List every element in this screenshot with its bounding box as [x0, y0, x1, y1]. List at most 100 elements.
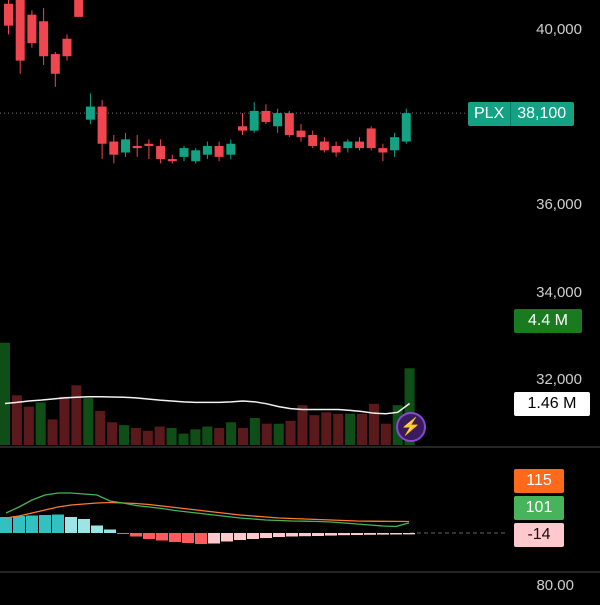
price-tick-36000: 36,000 — [536, 196, 582, 213]
candle — [238, 126, 247, 131]
volume-bar — [357, 413, 367, 445]
macd-histogram-bar — [351, 533, 363, 535]
candle — [355, 141, 364, 149]
candle — [214, 145, 224, 157]
candle — [343, 141, 353, 149]
macd-histogram-bar — [52, 514, 64, 533]
volume-bar — [0, 342, 10, 445]
volume-ma-line — [4, 395, 411, 415]
volume-bar — [130, 427, 141, 445]
volume-bar — [226, 422, 237, 445]
volume-bar — [333, 413, 344, 445]
price-tick-40000: 40,000 — [536, 21, 582, 38]
candle — [191, 150, 201, 162]
volume-bar — [238, 427, 248, 445]
candle — [4, 3, 13, 26]
macd-histogram-bar — [247, 533, 259, 539]
volume-bar — [71, 385, 82, 445]
candle — [179, 148, 189, 157]
macd-signal-line — [5, 501, 410, 523]
volume-bar — [23, 406, 34, 445]
volume-bar — [190, 429, 201, 445]
macd-histogram-bar — [273, 533, 285, 537]
candle — [284, 113, 294, 135]
volume-bar — [119, 425, 129, 445]
candle — [109, 141, 119, 155]
candle — [39, 21, 49, 57]
volume-bar — [368, 403, 379, 445]
macd-histogram-bar — [0, 517, 12, 533]
macd-histogram-bar — [130, 533, 142, 537]
volume-bar — [178, 433, 189, 445]
macd-histogram-bar — [13, 516, 25, 533]
macd-histogram-bar — [156, 533, 168, 541]
candle — [27, 14, 37, 44]
candle — [273, 113, 283, 127]
volume-bar — [380, 423, 391, 445]
volume-bar — [154, 426, 165, 445]
macd-histogram-bar — [104, 529, 116, 533]
volume-bar — [345, 413, 356, 445]
last-price-tag: PLX 38,100 — [468, 102, 575, 126]
macd-histogram-bar — [377, 533, 389, 535]
macd-histogram-bar — [403, 533, 415, 535]
candle — [366, 128, 376, 149]
price-tick-34000: 34,000 — [536, 284, 582, 301]
macd-signal-badge: 115 — [514, 469, 564, 493]
candle — [226, 143, 236, 155]
candle — [296, 130, 306, 138]
macd-histogram-bar — [78, 519, 90, 533]
macd-axis-tick: 80.00 — [536, 577, 574, 594]
volume-bar — [309, 415, 320, 445]
candle — [249, 110, 259, 131]
candle — [308, 135, 318, 146]
macd-hist-badge: -14 — [514, 523, 564, 547]
candle — [202, 145, 212, 155]
symbol-label: PLX — [468, 102, 512, 126]
macd-histogram-bar — [169, 533, 181, 542]
volume-bar — [321, 412, 332, 445]
macd-histogram-bar — [299, 533, 311, 537]
macd-histogram-bar — [312, 533, 324, 536]
macd-histogram-bar — [65, 517, 77, 533]
macd-histogram-bar — [117, 533, 129, 534]
macd-histogram-bar — [195, 533, 207, 544]
volume-bar — [47, 419, 58, 445]
candle — [401, 113, 411, 142]
macd-histogram-bar — [26, 515, 38, 533]
volume-ma-badge: 1.46 M — [514, 392, 590, 416]
candle — [144, 143, 154, 146]
macd-line — [5, 492, 410, 528]
volume-bar — [83, 398, 94, 445]
volume-bar — [142, 430, 153, 445]
volume-bar — [59, 396, 70, 445]
lightning-icon[interactable]: ⚡ — [396, 412, 426, 442]
volume-bar — [35, 402, 46, 445]
macd-histogram-bar — [143, 533, 155, 539]
volume-badge: 4.4 M — [514, 309, 582, 333]
candle — [62, 38, 72, 57]
candle — [390, 137, 400, 151]
candle — [85, 106, 95, 120]
candle — [50, 54, 60, 74]
macd-histogram-bar — [286, 533, 298, 537]
candle — [261, 110, 271, 122]
candle — [97, 106, 107, 144]
macd-histogram-bar — [338, 533, 350, 536]
macd-line-badge: 101 — [514, 496, 564, 520]
last-price-value: 38,100 — [517, 105, 567, 122]
candle — [378, 148, 388, 153]
candle — [167, 159, 177, 162]
volume-bar — [273, 423, 284, 445]
volume-bar — [214, 427, 225, 445]
macd-histogram-bar — [390, 533, 402, 535]
volume-bar — [11, 395, 22, 445]
volume-bar — [107, 422, 118, 445]
macd-histogram-bar — [91, 525, 103, 533]
volume-bar — [95, 410, 106, 445]
macd-histogram-bar — [221, 533, 233, 542]
macd-histogram-bar — [234, 533, 246, 540]
macd-histogram-bar — [325, 533, 337, 536]
